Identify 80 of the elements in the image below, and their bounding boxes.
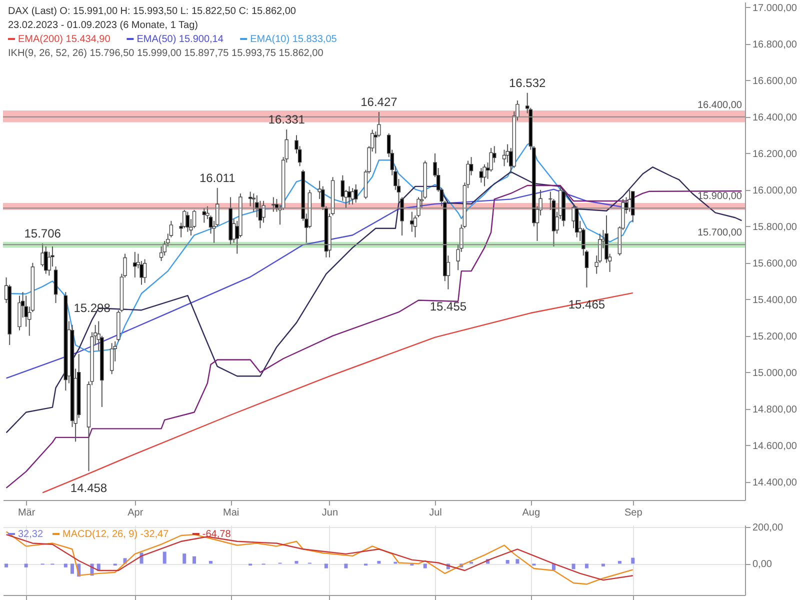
candlestick	[142, 258, 147, 284]
text: 23.02.2023 - 01.09.2023 (6 Monate, 1 Tag)	[8, 20, 198, 31]
bar	[162, 552, 166, 564]
x-tick-label: Sep	[624, 508, 643, 518]
y-tick-label: 16.000,00	[752, 185, 798, 196]
bar	[584, 564, 588, 568]
annotation: 15.706	[24, 226, 62, 241]
bar	[209, 560, 213, 564]
bar	[601, 564, 605, 566]
legend-label: EMA(200) 15.434,90	[18, 34, 111, 45]
y-tick-label: 14.600,00	[752, 440, 798, 452]
bar	[506, 560, 510, 564]
chart-title: DAX (Last) O: 15.991,00 H: 15.993,50 L: 15.822,50 C: 15.862,00	[8, 6, 296, 17]
y-tick-label: 15.200,00	[752, 331, 798, 342]
annotation: 16.331	[268, 112, 306, 127]
legend-label: MACD(12, 26, 9) -32,47	[62, 529, 170, 540]
y-tick-label: 15.800,00	[752, 222, 798, 233]
bar	[70, 564, 74, 574]
bar	[423, 564, 427, 568]
candlestick	[350, 188, 354, 205]
bar	[4, 564, 8, 568]
annotation: 15.298	[74, 300, 111, 315]
y-tick-label: 15.000,00	[752, 368, 798, 379]
candlestick	[186, 211, 190, 232]
legend-label: EMA(50) 15.900,14	[136, 34, 224, 45]
legend-label: 32,32	[18, 529, 44, 540]
bar	[182, 554, 186, 564]
ref-line-label: 15.700,00	[698, 228, 742, 239]
y-tick-label: 0,00	[752, 559, 772, 570]
bar	[192, 556, 196, 564]
x-tick-label: Mär	[18, 508, 36, 518]
annotation: 15.465	[568, 297, 606, 312]
y-tick-label: 14.800,00	[752, 404, 798, 416]
bar	[631, 558, 635, 564]
candlestick	[110, 342, 114, 375]
bar	[572, 564, 576, 570]
annotation: 15.455	[430, 299, 467, 314]
y-tick-label: 16.400,00	[752, 112, 798, 124]
annotation: IKH(9, 26, 52, 26) 15.796,50 15.999,00 15.897,75 15.993,75 15.862,00	[8, 48, 324, 59]
candlestick	[133, 251, 137, 278]
bar	[377, 560, 381, 564]
candlestick	[354, 184, 358, 204]
annotation: 14.458	[70, 481, 108, 496]
y-tick-label: 16.200,00	[752, 148, 798, 160]
ref-line-label: 16.400,00	[698, 100, 742, 111]
candlestick	[18, 295, 22, 331]
line-series	[42, 292, 634, 494]
bar	[24, 564, 28, 568]
y-tick-label: 16.800,00	[752, 39, 798, 50]
candlestick	[272, 196, 276, 212]
ref-line-label: 15.900,00	[698, 191, 742, 202]
bar	[618, 560, 622, 564]
x-tick-label: Jul	[429, 508, 442, 518]
candlestick	[506, 144, 510, 164]
legend-label: -64,78	[202, 529, 232, 540]
line-series	[6, 166, 742, 434]
candlestick	[482, 164, 486, 187]
bar	[516, 559, 520, 564]
bar	[294, 560, 298, 564]
y-tick-label: 17.000,00	[752, 2, 798, 14]
annotation: 16.011	[199, 170, 236, 185]
y-tick-label: 16.600,00	[752, 76, 798, 87]
bar	[64, 564, 68, 568]
candlestick	[44, 246, 48, 274]
candlestick	[40, 243, 44, 268]
x-tick-label: Mai	[222, 508, 240, 518]
x-tick-label: Aug	[522, 508, 540, 518]
bar	[344, 564, 348, 568]
annotation: 16.532	[508, 76, 546, 90]
bar	[324, 564, 328, 568]
annotation: 16.427	[360, 95, 398, 109]
candlestick	[631, 190, 635, 223]
candlestick	[410, 211, 414, 232]
y-tick-label: 14.400,00	[752, 477, 798, 488]
y-tick-label: 15.400,00	[752, 294, 798, 306]
x-tick-label: Apr	[128, 508, 144, 518]
legend-label: EMA(10) 15.833,05	[250, 34, 338, 45]
y-tick-label: 15.600,00	[752, 258, 798, 270]
x-tick-label: Jun	[322, 508, 338, 518]
y-tick-label: 200,00	[752, 522, 784, 534]
